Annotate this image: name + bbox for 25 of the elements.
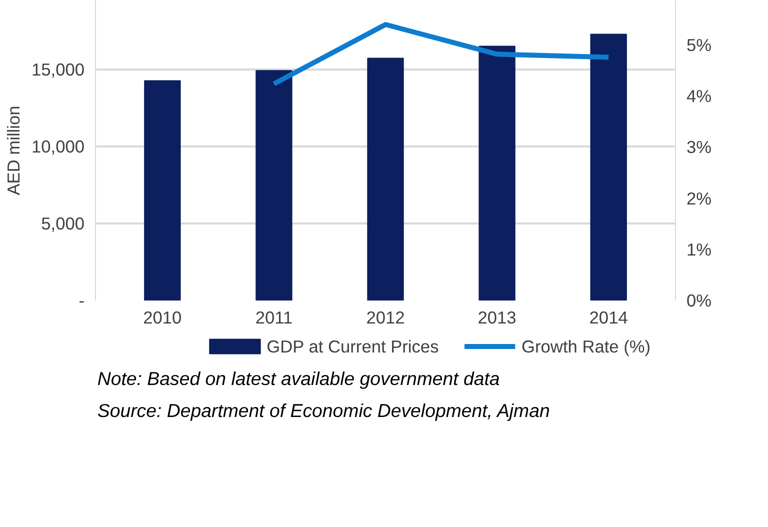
- y2-tick-label: 4%: [686, 86, 712, 106]
- text: Note: Based on latest available government data: [97, 368, 500, 389]
- y-tick-label: 5,000: [41, 214, 85, 234]
- x-tick-label: 2014: [589, 308, 628, 328]
- y-axis-title: AED million: [4, 106, 24, 196]
- y-tick-label: 10,000: [32, 136, 84, 157]
- x-tick-label: 2013: [478, 308, 516, 328]
- y2-tick-label: 0%: [686, 290, 712, 310]
- x-tick-label: 2012: [366, 308, 405, 328]
- bar: [144, 80, 181, 300]
- x-tick-label: 2010: [143, 308, 182, 328]
- bar: [478, 46, 516, 300]
- bar: [367, 58, 404, 300]
- bar: [256, 70, 292, 300]
- y2-tick-label: 1%: [686, 239, 712, 260]
- y-tick-label: -: [78, 290, 85, 310]
- source-note: Source: Department of Economic Development, Ajman: [97, 400, 550, 421]
- x-tick-label: 2011: [255, 308, 293, 328]
- y-tick-label: 15,000: [32, 60, 84, 80]
- y2-tick-label: 5%: [686, 34, 712, 55]
- legend-label: GDP at Current Prices: [266, 336, 440, 356]
- y2-tick-label: 2%: [686, 188, 712, 208]
- bar: [590, 34, 627, 300]
- legend-label: Growth Rate (%): [522, 336, 651, 356]
- y2-tick-label: 3%: [686, 137, 712, 158]
